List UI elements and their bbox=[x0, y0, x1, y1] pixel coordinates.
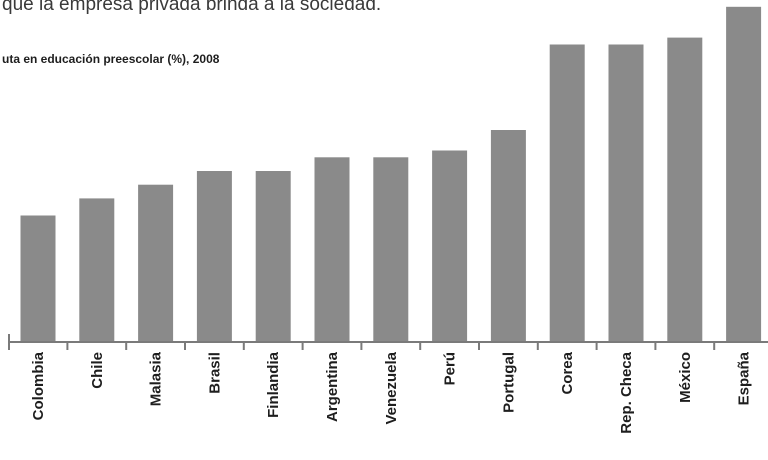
x-tick-label-colombia: Colombia bbox=[30, 351, 47, 420]
bar-malasia bbox=[138, 184, 174, 342]
x-tick-label-mexico: México bbox=[677, 352, 694, 403]
bar-portugal bbox=[490, 130, 526, 342]
x-axis bbox=[8, 334, 768, 350]
bar-venezuela bbox=[373, 157, 409, 342]
x-tick-label-venezuela: Venezuela bbox=[383, 351, 400, 424]
x-tick-label-malasia: Malasia bbox=[148, 351, 165, 406]
bar-corea bbox=[549, 44, 585, 342]
bar-mexico bbox=[667, 37, 703, 342]
x-tick-labels: Colombia Chile Malasia Brasil Finlandia Argen… bbox=[30, 351, 753, 433]
bar-colombia bbox=[20, 215, 56, 342]
x-tick-label-peru: Perú bbox=[442, 352, 459, 385]
x-tick-label-portugal: Portugal bbox=[500, 352, 517, 413]
bar-chile bbox=[79, 198, 115, 342]
bar-group bbox=[20, 6, 762, 343]
x-tick-label-corea: Corea bbox=[559, 351, 576, 394]
x-tick-label-argentina: Argentina bbox=[324, 351, 341, 422]
bar-peru bbox=[432, 150, 468, 342]
bar-rep-checa bbox=[608, 44, 644, 342]
page-text-line: que la empresa privada brinda a la socie… bbox=[2, 0, 382, 15]
x-tick-label-finlandia: Finlandia bbox=[265, 351, 282, 417]
chart-title: uta en educación preescolar (%), 2008 bbox=[2, 52, 220, 66]
bar-finlandia bbox=[255, 171, 291, 342]
x-tick-label-brasil: Brasil bbox=[206, 352, 223, 394]
x-tick-label-espana: España bbox=[736, 351, 753, 405]
bar-argentina bbox=[314, 157, 350, 342]
x-tick-label-chile: Chile bbox=[89, 352, 106, 389]
bar-brasil bbox=[196, 171, 232, 342]
bar-espana bbox=[726, 6, 762, 343]
x-tick-label-rep-checa: Rep. Checa bbox=[618, 351, 635, 433]
